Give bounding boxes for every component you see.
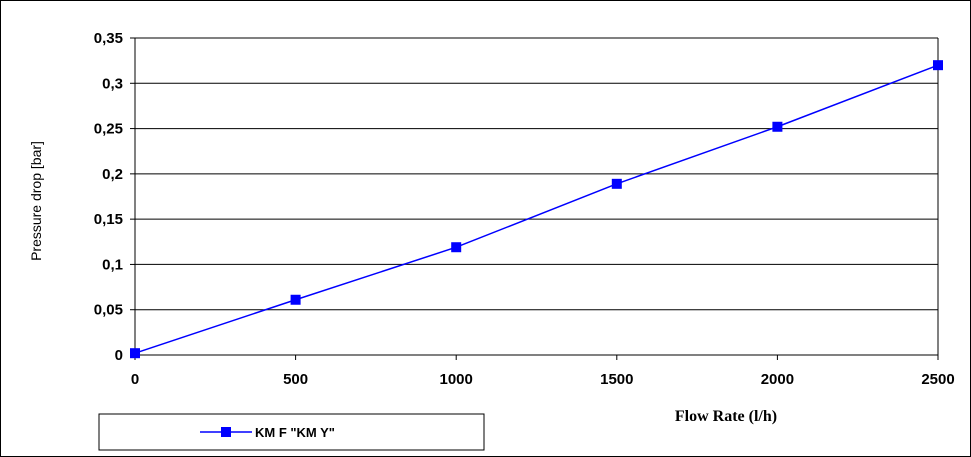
tick-labels: 0 0,05 0,1 0,15 0,2 0,25 0,3 0,35 0 500 1000 1500 20… [94,30,955,388]
data-point-marker [130,348,140,359]
axes [130,37,939,360]
x-tick-label: 0 [131,371,139,388]
data-point-marker [290,294,301,305]
y-tick-label: 0 [115,347,123,364]
legend-marker [221,427,231,437]
x-axis-label: Flow Rate (l/h) [675,408,777,425]
y-axis-label: Pressure drop [bar] [28,141,44,261]
gridlines [135,37,938,311]
x-tick-label: 1000 [440,371,473,388]
y-tick-label: 0,2 [102,166,123,183]
y-tick-label: 0,25 [94,121,123,138]
legend-series-label: KM F "KM Y" [255,425,335,440]
y-tick-label: 0,15 [94,211,123,228]
x-tick-label: 2500 [921,371,954,388]
y-tick-label: 0,1 [102,256,123,273]
x-tick-label: 2000 [761,371,794,388]
x-tick-label: 1500 [600,371,633,388]
legend-box [98,413,485,451]
y-tick-label: 0,3 [102,75,123,92]
data-point-marker [933,60,943,71]
series-line [134,64,939,354]
data-point-marker [611,178,622,189]
x-tick-label: 500 [283,371,308,388]
series [130,60,943,359]
y-tick-label: 0,35 [94,30,123,47]
legend: KM F "KM Y" [98,413,485,451]
data-point-marker [772,121,783,132]
data-point-marker [451,242,462,253]
y-tick-label: 0,05 [94,302,123,319]
